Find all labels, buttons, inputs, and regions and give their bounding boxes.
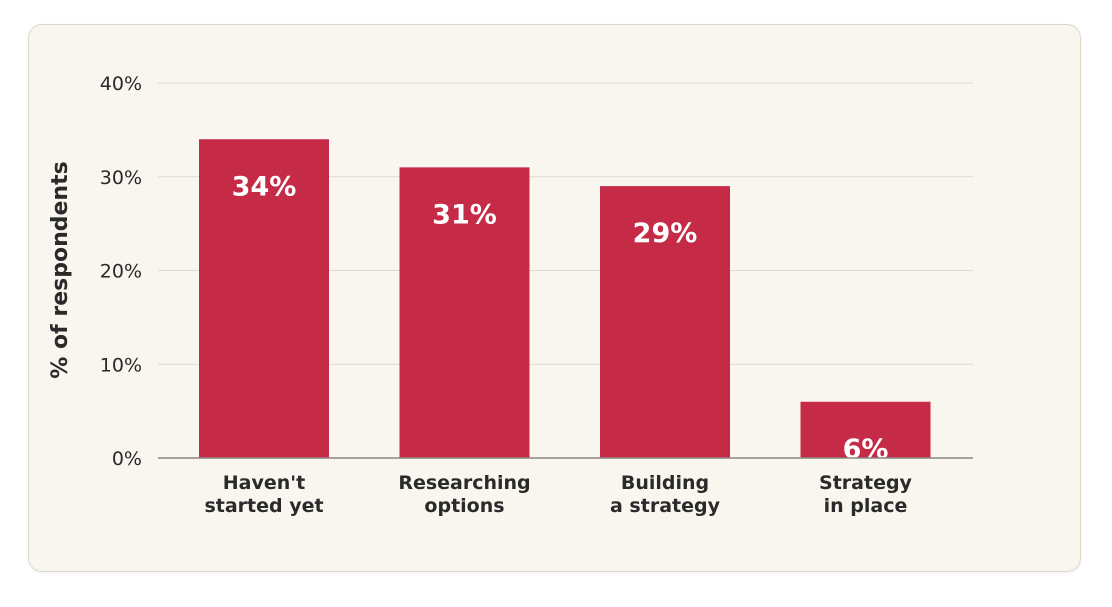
y-tick-label: 20% — [100, 261, 142, 283]
x-tick-label: Researching options — [398, 472, 530, 517]
y-axis-label: % of respondents — [48, 161, 73, 378]
x-tick-label: Strategy in place — [819, 472, 913, 517]
bar — [800, 401, 931, 458]
bar — [199, 139, 329, 458]
y-tick-label: 30% — [100, 167, 142, 189]
x-tick-label: Building a strategy — [610, 472, 721, 517]
bar-value-label: 34% — [232, 171, 297, 202]
bar — [399, 167, 530, 458]
bar-value-label: 31% — [432, 199, 497, 230]
x-tick-label: Haven't started yet — [204, 472, 323, 517]
y-tick-label: 10% — [100, 354, 142, 376]
y-tick-label: 0% — [112, 448, 142, 470]
bar-value-label: 6% — [843, 434, 889, 465]
bar-value-label: 29% — [633, 218, 698, 249]
y-tick-label: 40% — [100, 73, 142, 95]
bar — [600, 186, 730, 458]
